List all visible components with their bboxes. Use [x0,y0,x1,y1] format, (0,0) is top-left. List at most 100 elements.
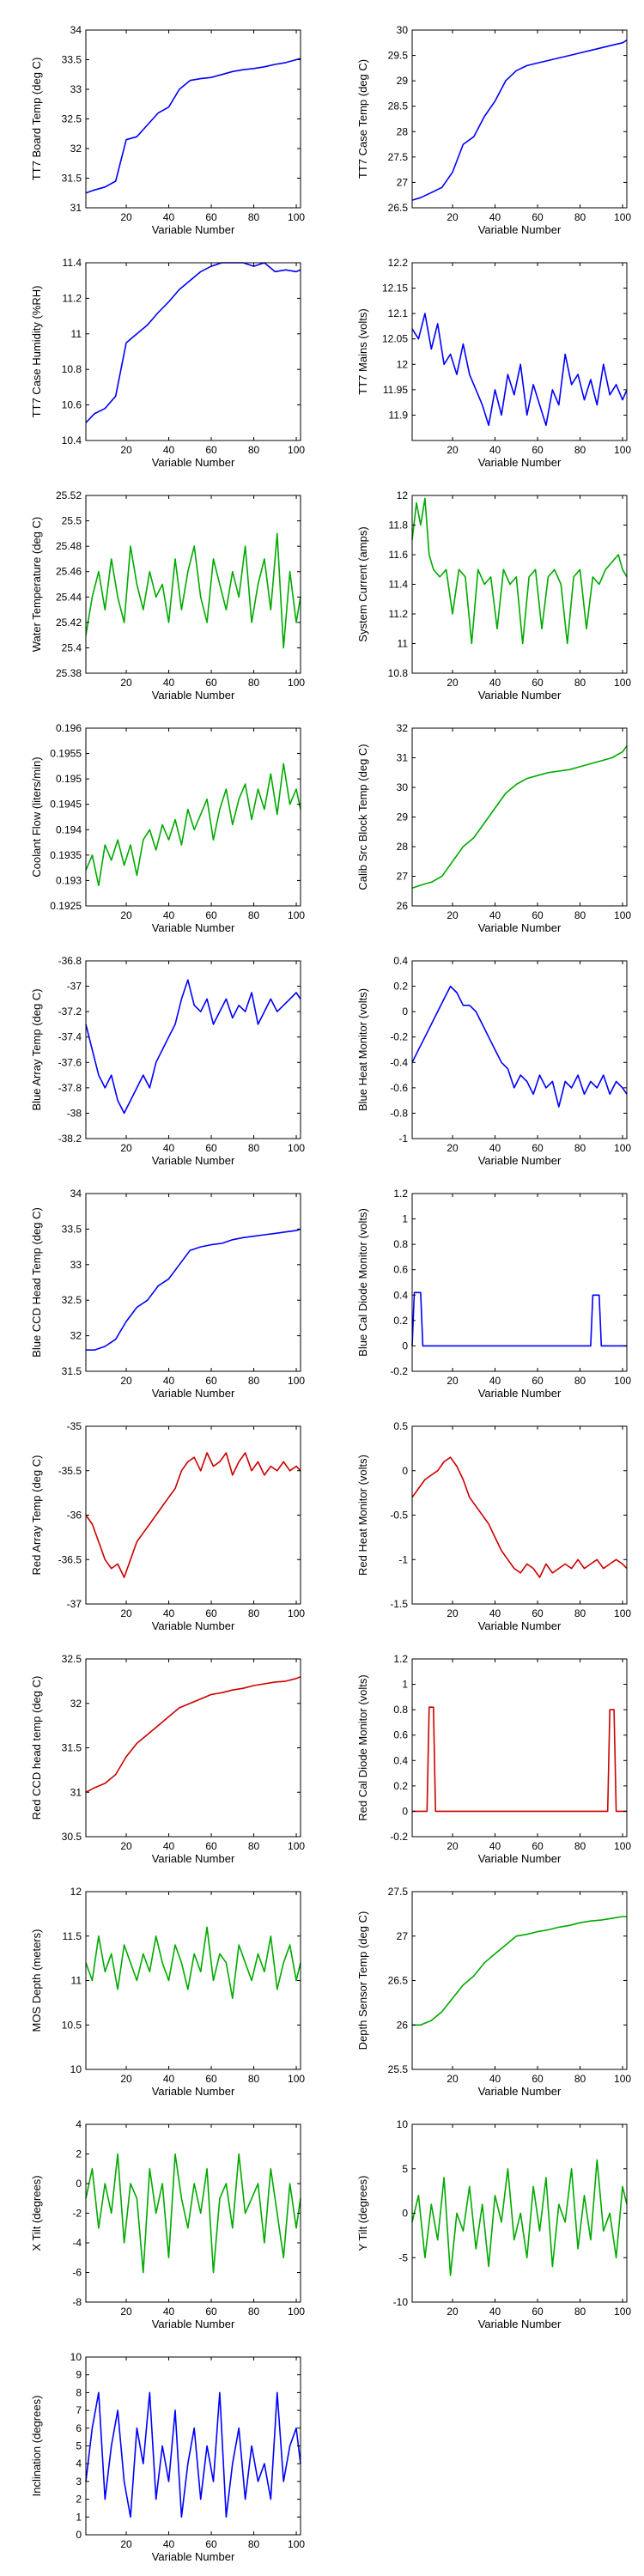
chart-panel-12: 20 40 60 80 100 -0.2 0 0.2 0.4 0.6 0.8 1 1.2 Variable… [356,1188,631,1400]
y-tick-label: 0.4 [393,1289,408,1301]
series-line [411,985,628,1108]
x-tick-label: 80 [248,1375,260,1387]
x-axis-label: Variable Number [478,1852,562,1865]
chart-panel-5: 20 40 60 80 100 25.38 25.4 25.42 25.44 25.46 25.48… [30,489,305,702]
x-tick-label: 100 [614,677,631,689]
y-tick-label: 10 [70,2351,82,2363]
y-tick-label: -36.5 [58,1553,82,1565]
y-tick-label: 33 [70,83,82,95]
y-tick-label: 11 [71,1975,82,1987]
y-tick-label: 1 [76,2511,82,2523]
plot-frame [411,1891,628,2070]
x-tick-label: 60 [532,909,544,921]
y-tick-label: -36 [67,1510,82,1522]
x-tick-label: 100 [288,2073,305,2085]
x-axis-label: Variable Number [478,2085,562,2098]
x-tick-label: 40 [489,1375,501,1387]
x-axis-label: Variable Number [152,2318,235,2330]
y-tick-label: 7 [76,2404,82,2416]
x-axis-label: Variable Number [478,456,562,469]
chart-panel-19: 20 40 60 80 100 -8 -6 -4 -2 0 2 4 Variable Number X T… [30,2118,305,2330]
y-tick-label: 25.46 [56,566,82,578]
y-tick-label: 11.4 [63,257,82,269]
y-tick-label: 10.8 [388,667,409,679]
series-line [85,1452,301,1578]
y-axis-label: Red Heat Monitor (volts) [356,1455,369,1576]
x-tick-label: 80 [248,1607,260,1619]
y-tick-label: 0.6 [393,1729,408,1741]
plot-frame [411,1658,628,1838]
y-tick-label: -37.8 [58,1082,82,1094]
x-axis-label: Variable Number [152,456,235,469]
y-tick-label: -8 [72,2296,82,2308]
x-tick-label: 80 [574,1375,586,1387]
x-tick-label: 20 [120,211,132,223]
plot-frame [85,1891,301,2070]
x-axis-label: Variable Number [478,223,562,236]
y-tick-label: 28 [397,841,409,853]
y-tick-label: 27 [397,1930,409,1942]
y-tick-label: -37.6 [58,1056,82,1068]
chart-panel-8: 20 40 60 80 100 26 27 28 29 30 31 32 Variable Number… [356,722,631,934]
series-line [411,313,628,427]
x-tick-label: 40 [163,2073,175,2085]
series-line [411,497,628,645]
y-tick-label: 30.5 [62,1831,82,1843]
y-tick-label: 29 [397,75,409,87]
x-tick-label: 60 [205,909,217,921]
series-line [85,1926,301,1999]
y-axis-label: System Current (amps) [356,526,369,641]
y-tick-label: -0.4 [390,1056,408,1068]
x-axis-label: Variable Number [478,2318,562,2330]
x-tick-label: 40 [489,1607,501,1619]
y-tick-label: 0.195 [56,773,82,785]
y-tick-label: 11.95 [383,384,408,396]
y-axis-label: Inclination (degrees) [30,2396,43,2497]
x-tick-label: 40 [163,211,175,223]
x-tick-label: 20 [120,2073,132,2085]
x-tick-label: 100 [614,1142,631,1154]
y-tick-label: 8 [76,2386,82,2398]
x-axis-label: Variable Number [478,689,562,702]
y-tick-label: -36.8 [58,955,82,967]
x-tick-label: 20 [120,909,132,921]
x-tick-label: 80 [248,2306,260,2318]
plot-frame [85,727,301,907]
x-tick-label: 100 [288,444,305,456]
chart-panel-3: 20 40 60 80 100 10.4 10.6 10.8 11 11.2 11.4 Variabl… [30,257,305,469]
x-axis-label: Variable Number [478,921,562,934]
plot-frame [85,29,301,209]
x-tick-label: 20 [120,1607,132,1619]
y-tick-label: 31.5 [62,1742,82,1754]
x-tick-label: 20 [447,444,459,456]
y-tick-label: 25.5 [62,515,82,527]
chart-panel-7: 20 40 60 80 100 0.1925 0.193 0.1935 0.194 0.1945 0… [30,722,305,934]
y-axis-label: X Tilt (degrees) [30,2175,43,2251]
y-tick-label: 34 [70,1188,82,1200]
y-tick-label: 27 [397,176,409,188]
y-tick-label: -38 [67,1107,82,1119]
y-tick-label: -37 [67,981,82,993]
plot-frame [85,960,301,1139]
x-axis-label: Variable Number [152,223,235,236]
y-tick-label: 34 [70,24,82,36]
y-tick-label: 0.1935 [50,849,82,861]
x-tick-label: 60 [205,1840,217,1852]
y-tick-label: 3 [76,2476,82,2488]
x-tick-label: 40 [489,1840,501,1852]
x-tick-label: 40 [163,909,175,921]
y-tick-label: 12 [397,489,409,501]
x-tick-label: 80 [574,211,586,223]
y-tick-label: -0.5 [390,1510,408,1522]
y-tick-label: -35 [67,1420,82,1432]
x-tick-label: 20 [447,1375,459,1387]
y-tick-label: 4 [76,2118,82,2130]
x-tick-label: 100 [614,444,631,456]
y-tick-label: 31 [70,1786,82,1798]
y-axis-label: Coolant Flow (liters/min) [30,756,43,877]
y-tick-label: 10 [397,2118,409,2130]
y-tick-label: 0.4 [393,955,408,967]
y-tick-label: -1 [398,1553,408,1565]
series-line [411,1456,628,1578]
x-tick-label: 100 [288,1375,305,1387]
